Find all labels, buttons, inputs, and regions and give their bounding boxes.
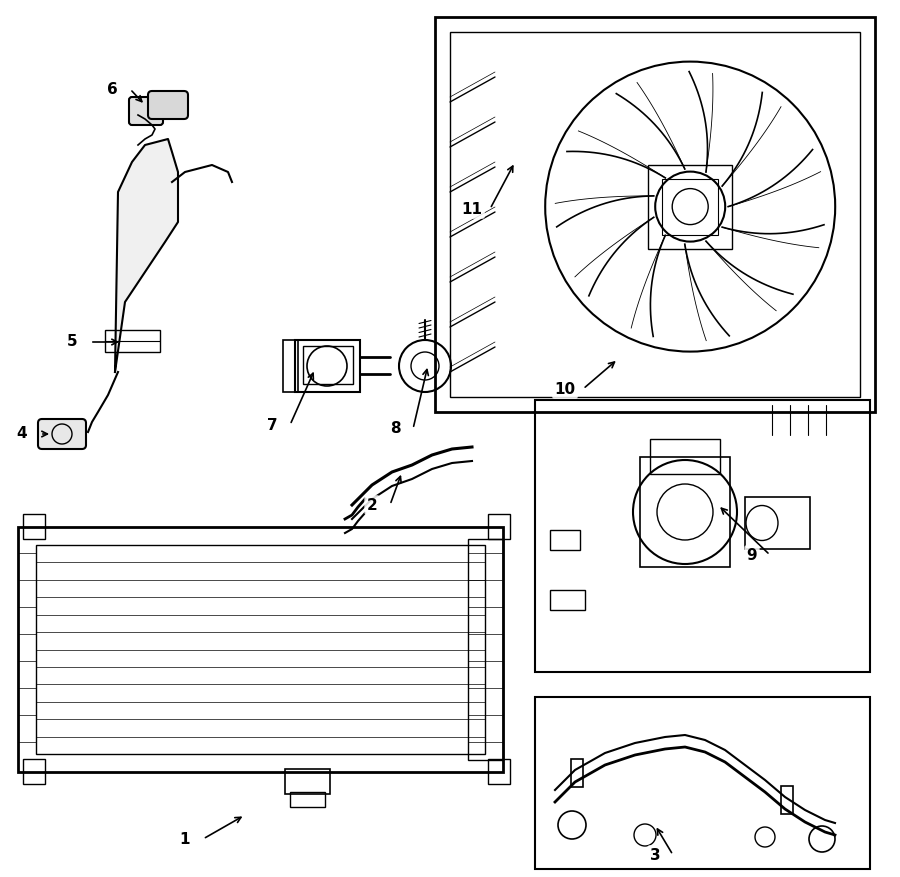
Bar xyxy=(36,545,485,754)
Bar xyxy=(648,165,733,248)
Bar xyxy=(290,792,325,807)
Text: 5: 5 xyxy=(67,334,77,350)
Bar xyxy=(571,759,583,787)
Bar xyxy=(303,346,353,384)
Text: 10: 10 xyxy=(554,381,576,396)
Bar xyxy=(662,179,718,235)
Bar xyxy=(650,439,720,474)
Text: 1: 1 xyxy=(180,831,190,846)
Bar xyxy=(283,340,298,392)
Bar xyxy=(745,497,810,549)
Bar xyxy=(488,759,510,784)
Bar xyxy=(535,400,870,672)
Bar xyxy=(468,539,503,760)
Bar xyxy=(550,590,585,610)
Bar xyxy=(488,514,510,539)
Text: 11: 11 xyxy=(462,202,482,217)
Text: 6: 6 xyxy=(106,82,117,96)
Text: 9: 9 xyxy=(747,547,757,562)
Bar xyxy=(435,17,875,412)
Text: 8: 8 xyxy=(390,422,400,437)
Bar xyxy=(23,759,45,784)
Bar xyxy=(18,527,503,772)
Bar xyxy=(295,340,360,392)
Bar xyxy=(640,457,730,567)
FancyBboxPatch shape xyxy=(38,419,86,449)
FancyBboxPatch shape xyxy=(129,97,163,125)
Text: 3: 3 xyxy=(650,847,661,862)
Bar xyxy=(781,786,793,814)
Bar xyxy=(550,530,580,550)
Bar xyxy=(105,330,160,352)
Text: 4: 4 xyxy=(17,426,27,441)
Polygon shape xyxy=(115,139,178,372)
Text: 2: 2 xyxy=(366,497,377,512)
Bar xyxy=(23,514,45,539)
Bar xyxy=(284,769,329,794)
Bar xyxy=(450,32,860,397)
FancyBboxPatch shape xyxy=(148,91,188,119)
Bar xyxy=(535,697,870,869)
Text: 7: 7 xyxy=(266,417,277,432)
